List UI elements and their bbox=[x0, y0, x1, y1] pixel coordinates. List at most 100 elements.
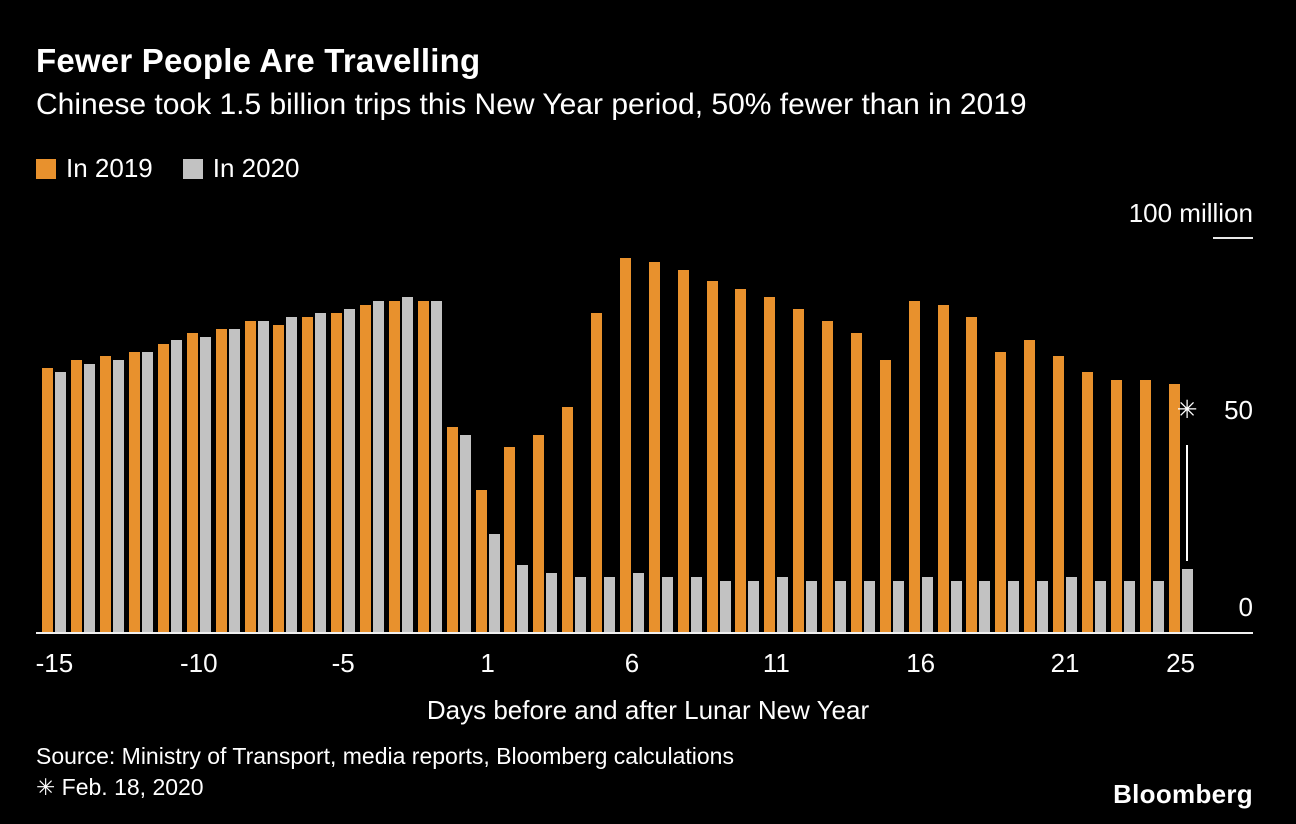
bar-group-day-20 bbox=[1022, 238, 1051, 632]
bar-in-2020-day--8 bbox=[257, 320, 269, 632]
bar-in-2019-day--5 bbox=[331, 312, 343, 632]
bar-in-2020-day--13 bbox=[113, 360, 125, 632]
bar-in-2020-day-21 bbox=[1066, 576, 1078, 632]
bar-in-2019-day-20 bbox=[1024, 340, 1036, 632]
bar-in-2019-day-22 bbox=[1081, 371, 1093, 632]
source-line: Source: Ministry of Transport, media rep… bbox=[36, 743, 734, 769]
y-tick-label-100: 100 million bbox=[1128, 198, 1253, 228]
bar-in-2020-day--10 bbox=[199, 336, 211, 632]
bar-in-2020-day--1 bbox=[459, 435, 471, 632]
bar-group-day-11 bbox=[762, 238, 791, 632]
bar-group-day-9 bbox=[704, 238, 733, 632]
bar-in-2019-day-9 bbox=[706, 281, 718, 632]
legend-item-2020: In 2020 bbox=[182, 153, 300, 184]
annotation-line bbox=[1186, 445, 1189, 561]
x-tick-label-6: 6 bbox=[624, 648, 640, 678]
legend: In 2019 In 2020 bbox=[36, 153, 300, 184]
bar-group-day-13 bbox=[820, 238, 849, 632]
bar-in-2019-day-10 bbox=[735, 289, 747, 632]
bar-in-2020-day-5 bbox=[604, 576, 616, 632]
bar-group-day--12 bbox=[127, 238, 156, 632]
bar-in-2019-day-4 bbox=[562, 407, 574, 632]
bar-in-2019-day--14 bbox=[71, 360, 83, 632]
bar-group-day--14 bbox=[69, 238, 98, 632]
bar-group-day-7 bbox=[646, 238, 675, 632]
bar-group-day-4 bbox=[560, 238, 589, 632]
bar-group-day-12 bbox=[791, 238, 820, 632]
footnote-line: ✳ Feb. 18, 2020 bbox=[36, 774, 204, 800]
bar-group-day-25 bbox=[1166, 238, 1195, 632]
x-tick-label-25: 25 bbox=[1166, 648, 1196, 678]
bar-in-2020-day-1 bbox=[488, 533, 500, 632]
bar-group-day--2 bbox=[415, 238, 444, 632]
y-tick-label-0: 0 bbox=[1238, 592, 1253, 622]
bar-in-2019-day-25 bbox=[1168, 383, 1180, 632]
bar-in-2019-day-21 bbox=[1053, 356, 1065, 632]
y-tick-label-50: 50 bbox=[1224, 395, 1253, 425]
legend-swatch-2020-icon bbox=[182, 158, 203, 179]
bar-in-2020-day-13 bbox=[835, 580, 847, 632]
bar-in-2019-day-19 bbox=[995, 352, 1007, 632]
bar-in-2020-day-16 bbox=[921, 576, 933, 632]
bar-in-2019-day--10 bbox=[186, 332, 198, 632]
bar-in-2019-day-11 bbox=[764, 297, 776, 632]
bar-group-day-24 bbox=[1137, 238, 1166, 632]
bar-group-day-5 bbox=[589, 238, 618, 632]
bar-group-day-15 bbox=[877, 238, 906, 632]
bar-group-day-22 bbox=[1080, 238, 1109, 632]
bar-group-day-23 bbox=[1108, 238, 1137, 632]
bar-in-2019-day-2 bbox=[504, 446, 516, 632]
bar-in-2019-day-23 bbox=[1110, 379, 1122, 632]
chart-title: Fewer People Are Travelling bbox=[36, 42, 481, 79]
legend-label-2019: In 2019 bbox=[66, 153, 153, 183]
bar-in-2020-day-2 bbox=[517, 565, 529, 632]
bar-group-day--9 bbox=[213, 238, 242, 632]
bar-group-day-6 bbox=[618, 238, 647, 632]
y-tick-dash-100 bbox=[1213, 237, 1253, 239]
bar-in-2019-day--3 bbox=[388, 301, 400, 632]
bloomberg-logo: Bloomberg bbox=[1113, 779, 1253, 809]
x-tick-label--5: -5 bbox=[331, 648, 355, 678]
x-axis-ticks: -15 -10 -5 1 6 11 16 21 25 bbox=[36, 648, 1196, 680]
x-tick-label--15: -15 bbox=[35, 648, 74, 678]
bar-group-day--11 bbox=[156, 238, 185, 632]
bar-group-day-2 bbox=[502, 238, 531, 632]
bar-group-day--15 bbox=[40, 238, 69, 632]
bar-group-day--1 bbox=[444, 238, 473, 632]
bar-in-2019-day--15 bbox=[42, 368, 54, 632]
bar-group-day--8 bbox=[242, 238, 271, 632]
bar-in-2019-day--11 bbox=[157, 344, 169, 632]
bar-in-2019-day-7 bbox=[648, 261, 660, 632]
x-axis-line bbox=[36, 632, 1253, 634]
bar-in-2020-day-4 bbox=[575, 576, 587, 632]
bar-in-2019-day-5 bbox=[591, 312, 603, 632]
bar-in-2020-day-20 bbox=[1037, 580, 1049, 632]
bar-group-day-10 bbox=[733, 238, 762, 632]
bars-container bbox=[40, 238, 1195, 632]
bar-in-2020-day-8 bbox=[690, 576, 702, 632]
bar-in-2020-day-11 bbox=[777, 576, 789, 632]
legend-label-2020: In 2020 bbox=[212, 153, 300, 183]
bar-in-2019-day--13 bbox=[100, 356, 112, 632]
bar-group-day--13 bbox=[98, 238, 127, 632]
bar-in-2019-day-16 bbox=[908, 301, 920, 632]
x-tick-label--10: -10 bbox=[180, 648, 218, 678]
bar-in-2019-day-13 bbox=[822, 320, 834, 632]
bar-in-2020-day-17 bbox=[950, 580, 962, 632]
bar-in-2019-day-1 bbox=[475, 490, 487, 632]
bar-in-2020-day-19 bbox=[1008, 580, 1020, 632]
bar-in-2019-day--8 bbox=[244, 320, 256, 632]
bar-in-2020-day-12 bbox=[806, 580, 818, 632]
bar-in-2019-day-24 bbox=[1139, 379, 1151, 632]
bar-group-day--7 bbox=[271, 238, 300, 632]
bar-in-2020-day-24 bbox=[1152, 580, 1164, 632]
bar-in-2020-day-3 bbox=[546, 572, 558, 632]
bar-in-2020-day--7 bbox=[286, 316, 298, 632]
bar-group-day--3 bbox=[387, 238, 416, 632]
bar-in-2020-day-6 bbox=[632, 572, 644, 632]
bar-in-2020-day-18 bbox=[979, 580, 991, 632]
annotation-asterisk: ✳ bbox=[1176, 396, 1198, 424]
legend-item-2019: In 2019 bbox=[36, 153, 153, 184]
bar-in-2020-day--9 bbox=[228, 328, 240, 632]
bar-in-2019-day-12 bbox=[793, 308, 805, 632]
